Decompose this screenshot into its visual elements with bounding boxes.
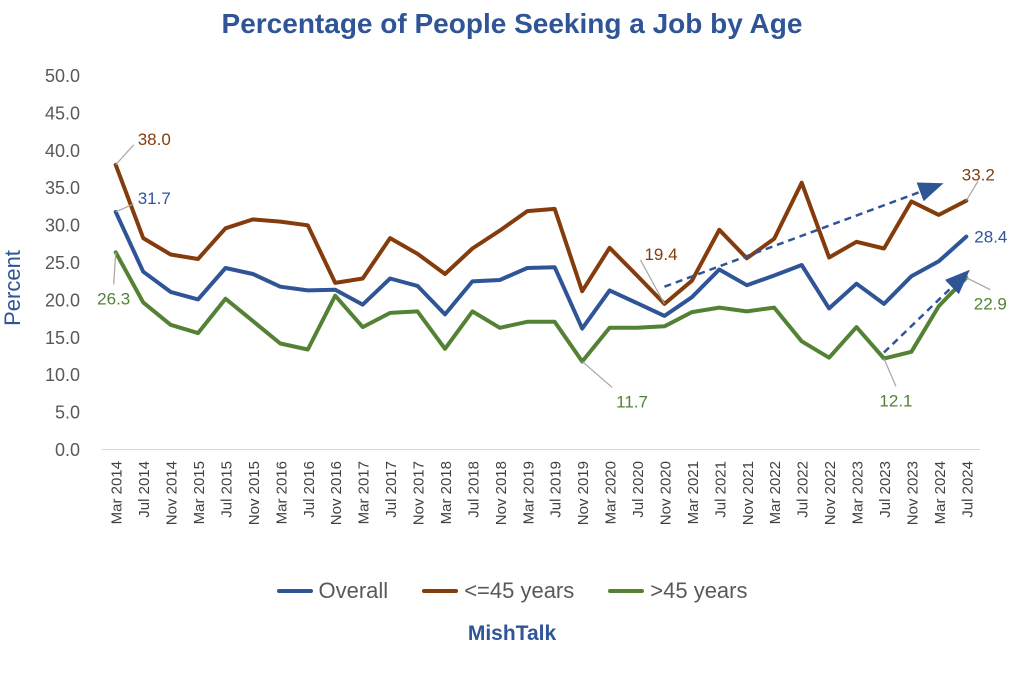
x-tick-label: Mar 2021 [685,461,702,524]
x-tick-label: Jul 2024 [959,461,976,518]
data-label: 31.7 [138,189,171,208]
x-tick-label: Mar 2023 [850,461,867,524]
y-tick-label: 50.0 [45,66,80,86]
data-annotations: 38.0 31.7 26.3 19.4 11.7 12.1 33.2 28.4 22.9 [97,130,1007,412]
x-tick-label: Nov 2023 [904,461,921,525]
data-label: 28.4 [974,228,1007,247]
legend-item-0: Overall [276,578,389,604]
series-line-2 [113,250,969,364]
brand-label: MishTalk [467,622,557,645]
annotation-leader [966,277,991,291]
x-tick-label: Jul 2016 [301,461,318,518]
x-tick-label: Mar 2020 [603,461,620,524]
legend-swatch [276,589,313,593]
series-line-0 [113,209,969,331]
x-tick-label: Mar 2016 [273,461,290,524]
y-tick-label: 40.0 [45,141,80,161]
data-label: 38.0 [138,130,171,149]
chart-title: Percentage of People Seeking a Job by Ag… [221,8,803,39]
x-tick-label: Nov 2015 [246,461,263,525]
x-tick-label: Jul 2017 [383,461,400,518]
annotation-leader [883,358,897,387]
y-tick-label: 20.0 [45,290,80,310]
x-tick-label: Mar 2017 [356,461,373,524]
trend-arrow-0 [664,182,944,288]
annotation-leader [965,180,979,201]
data-label: 12.1 [879,391,912,410]
annotation-leader [639,259,665,305]
x-tick-label: Mar 2018 [438,461,455,524]
y-tick-label: 25.0 [45,253,80,273]
trend-arrows [664,182,970,354]
y-axis-label: Percent [0,250,25,326]
data-label: 33.2 [962,166,995,185]
x-tick-label: Nov 2022 [822,461,839,525]
annotation-leader [115,144,135,166]
data-label: 22.9 [974,295,1007,314]
y-tick-label: 0.0 [55,440,80,460]
annotation-leader [581,361,613,388]
series-line-1 [113,162,969,306]
x-tick-label: Mar 2015 [191,461,208,524]
legend-swatch [608,589,645,593]
y-tick-label: 30.0 [45,216,80,236]
x-tick-label: Nov 2016 [328,461,345,525]
legend-label: Overall [318,578,389,603]
x-tick-label: Jul 2022 [795,461,812,518]
x-tick-label: Nov 2017 [411,461,428,525]
x-tick-label: Mar 2022 [767,461,784,524]
x-tick-label: Nov 2020 [657,461,674,525]
x-tick-label: Mar 2019 [520,461,537,524]
legend-item-1: <=45 years [422,578,574,604]
series-layer [113,162,969,364]
legend-swatch [422,589,459,593]
x-tick-label: Jul 2023 [877,461,894,518]
x-tick-label: Nov 2021 [740,461,757,525]
y-tick-label: 10.0 [45,365,80,385]
legend: Overall <=45 years >45 years [0,578,1024,604]
x-tick-label: Nov 2014 [164,461,181,525]
y-axis: 0.0 5.0 10.0 15.0 20.0 25.0 30.0 35.0 40.0 45.0 50… [45,66,80,460]
x-tick-label: Jul 2018 [465,461,482,518]
x-tick-label: Jul 2015 [218,461,235,518]
x-tick-label: Nov 2018 [493,461,510,525]
x-tick-label: Jul 2019 [548,461,565,518]
trend-arrow-1 [883,269,970,354]
legend-label: >45 years [650,578,748,603]
x-tick-label: Jul 2020 [630,461,647,518]
legend-label: <=45 years [464,578,575,603]
annotation-leader [115,203,134,213]
annotation-leader [113,252,117,285]
y-tick-label: 35.0 [45,178,80,198]
data-label: 19.4 [644,245,677,264]
y-tick-label: 15.0 [45,328,80,348]
x-tick-label: Jul 2021 [712,461,729,518]
x-tick-label: Jul 2014 [136,461,153,518]
data-label: 26.3 [97,289,130,308]
data-label: 11.7 [616,392,648,411]
x-tick-label: Mar 2024 [932,461,949,524]
y-tick-label: 5.0 [55,403,80,423]
x-tick-label: Nov 2019 [575,461,592,525]
y-tick-label: 45.0 [45,103,80,123]
x-tick-label: Mar 2014 [109,461,126,524]
x-axis: Mar 2014 Jul 2014 Nov 2014 Mar 2015 Jul 2015… [102,449,980,525]
legend-item-2: >45 years [608,578,748,604]
